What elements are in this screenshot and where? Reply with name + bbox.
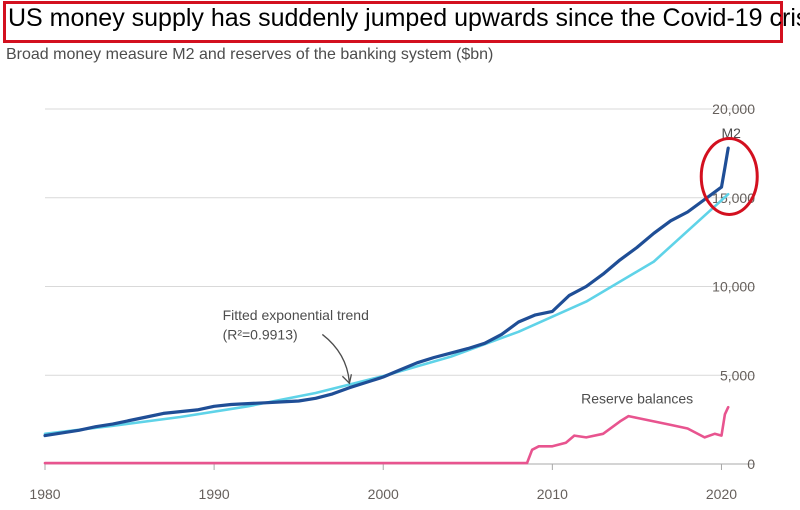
x-tick-label-2020: 2020	[706, 486, 737, 502]
trend-arrow	[321, 333, 351, 384]
y-tick-label-10000: 10,000	[712, 279, 755, 295]
grid-lines	[45, 108, 755, 465]
reserves-line	[43, 405, 730, 465]
m2-label: M2	[722, 125, 742, 141]
y-tick-label-20000: 20,000	[712, 101, 755, 117]
m2-line	[43, 146, 730, 438]
reserves-label: Reserve balances	[581, 391, 693, 407]
title-highlight-box	[3, 1, 783, 43]
trend-label-line-2: (R²=0.9913)	[223, 326, 298, 342]
series-group	[43, 146, 730, 465]
chart-title: US money supply has suddenly jumped upwa…	[8, 4, 800, 32]
x-tick-label-1980: 1980	[29, 486, 60, 502]
x-tick-label-1990: 1990	[199, 486, 230, 502]
x-tick-label-2000: 2000	[368, 486, 399, 502]
chart-subtitle: Broad money measure M2 and reserves of t…	[6, 46, 494, 63]
y-tick-label-0: 0	[747, 456, 755, 472]
trend-arrow-head	[341, 374, 353, 385]
series-labels: Fitted exponential trend (R²=0.9913) M2 …	[223, 125, 742, 407]
trend-label-line-1: Fitted exponential trend	[223, 307, 369, 323]
y-axis-ticks: 0 5,000 10,000 15,000 20,000	[712, 101, 755, 472]
m2-highlight-circle	[699, 136, 759, 216]
y-tick-label-5000: 5,000	[720, 367, 755, 383]
x-axis-ticks: 1980 1990 2000 2010 2020	[29, 464, 737, 502]
x-tick-label-2010: 2010	[537, 486, 568, 502]
y-tick-label-15000: 15,000	[712, 190, 755, 206]
